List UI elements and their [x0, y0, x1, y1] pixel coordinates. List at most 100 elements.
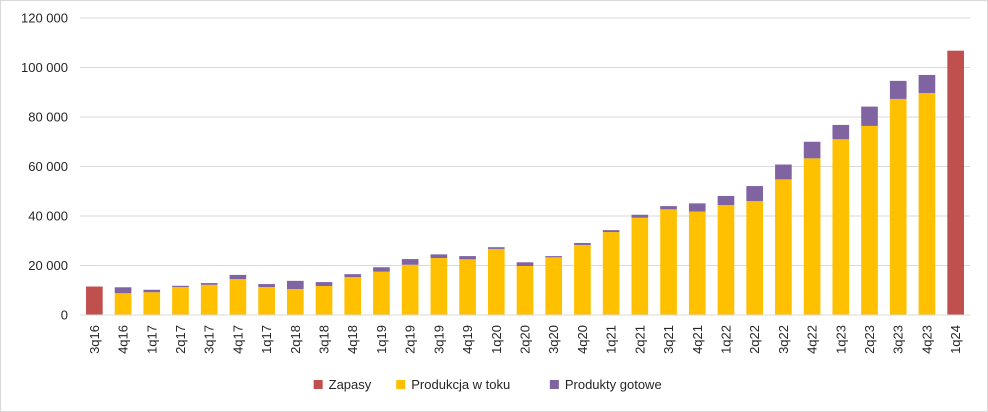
y-tick-label: 100 000	[21, 60, 68, 75]
bar-segment	[688, 203, 706, 212]
bar-segment	[344, 274, 362, 278]
x-tick-label: 4q19	[460, 325, 475, 354]
bar-segment	[631, 214, 649, 218]
x-tick-label: 1q20	[489, 325, 504, 354]
bar-segment	[775, 179, 792, 315]
x-tick-label: 1q21	[604, 325, 619, 354]
legend-swatch	[396, 380, 406, 389]
bar-segment	[717, 195, 735, 206]
bar-segment	[459, 256, 476, 260]
bar-segment	[803, 158, 821, 315]
x-tick-label: 4q20	[575, 325, 590, 354]
bar-segment	[430, 258, 448, 315]
bar-segment	[746, 201, 764, 315]
bar-segment	[401, 264, 419, 315]
x-tick-label: 2q22	[747, 325, 762, 354]
bar-segment	[344, 277, 362, 315]
y-tick-label: 120 000	[21, 11, 68, 26]
bar-segment	[574, 242, 591, 245]
bar-segment	[918, 74, 936, 93]
bar-segment	[286, 280, 304, 290]
bar-segment	[861, 106, 878, 126]
x-tick-label: 1q17	[144, 325, 159, 354]
y-tick-label: 0	[61, 308, 68, 323]
bar-segment	[688, 211, 706, 315]
x-tick-label: 2q19	[403, 325, 418, 354]
bar-segment	[143, 292, 161, 315]
bar-segment	[717, 205, 735, 315]
y-tick-label: 60 000	[28, 159, 68, 174]
bar-segment	[86, 286, 103, 315]
bar-segment	[545, 256, 563, 258]
bar-segment	[602, 230, 620, 233]
bar-segment	[229, 279, 247, 315]
bar-segment	[229, 274, 247, 280]
y-axis-labels: 0 20 000 40 000 60 000 80 000 100 000 120 000	[21, 11, 68, 323]
bar-segment	[660, 206, 677, 210]
bar-segment	[143, 289, 161, 293]
bars	[86, 50, 964, 316]
legend-item: Produkty gotowe	[549, 377, 662, 392]
bar-segment	[545, 257, 563, 315]
x-tick-label: 3q18	[317, 325, 332, 354]
x-tick-label: 1q19	[374, 325, 389, 354]
bar-segment	[315, 286, 333, 315]
x-tick-label: 1q23	[833, 325, 848, 354]
x-tick-label: 2q17	[173, 325, 188, 354]
x-tick-label: 1q22	[718, 325, 733, 354]
x-tick-label: 3q22	[776, 325, 791, 354]
x-tick-label: 4q22	[805, 325, 820, 354]
x-tick-label: 3q21	[661, 325, 676, 354]
bar-segment	[889, 80, 907, 99]
bar-segment	[459, 259, 476, 315]
x-tick-label: 2q20	[518, 325, 533, 354]
x-tick-label: 4q23	[919, 325, 934, 354]
bar-segment	[373, 267, 390, 272]
legend-item: Zapasy	[313, 377, 372, 392]
bar-segment	[200, 283, 218, 285]
legend-label: Produkcja w toku	[411, 377, 510, 392]
bar-segment	[861, 125, 878, 315]
bar-segment	[172, 285, 189, 288]
x-tick-label: 1q17	[259, 325, 274, 354]
bar-segment	[746, 186, 764, 202]
bar-segment	[430, 254, 448, 259]
x-tick-label: 3q20	[546, 325, 561, 354]
bar-segment	[832, 139, 850, 315]
legend-label: Zapasy	[329, 377, 372, 392]
bar-segment	[918, 92, 936, 316]
bar-segment	[286, 289, 304, 315]
bar-segment	[803, 141, 821, 159]
x-tick-label: 1q24	[948, 325, 963, 354]
bar-segment	[487, 247, 505, 249]
bar-segment	[947, 50, 964, 316]
bar-segment	[602, 232, 620, 315]
bar-segment	[373, 271, 390, 315]
bar-segment	[574, 244, 591, 315]
x-tick-label: 2q21	[632, 325, 647, 354]
bar-segment	[516, 262, 534, 266]
bar-segment	[114, 293, 132, 315]
x-tick-label: 3q16	[87, 325, 102, 354]
y-tick-label: 40 000	[28, 209, 68, 224]
bar-segment	[315, 282, 333, 287]
x-tick-label: 3q23	[891, 325, 906, 354]
y-tick-label: 80 000	[28, 110, 68, 125]
bar-segment	[114, 287, 132, 294]
y-tick-label: 20 000	[28, 258, 68, 273]
legend-swatch	[549, 380, 559, 389]
legend-swatch	[313, 380, 323, 389]
bar-segment	[631, 217, 649, 315]
bar-segment	[172, 287, 189, 315]
x-tick-label: 2q18	[288, 325, 303, 354]
legend: Zapasy Produkcja w toku Produkty gotowe	[313, 377, 662, 392]
bar-segment	[401, 259, 419, 265]
x-tick-label: 4q17	[230, 325, 245, 354]
x-tick-label: 3q19	[431, 325, 446, 354]
bar-segment	[200, 284, 218, 315]
x-tick-label: 4q18	[345, 325, 360, 354]
legend-item: Produkcja w toku	[396, 377, 510, 392]
x-tick-label: 3q17	[202, 325, 217, 354]
